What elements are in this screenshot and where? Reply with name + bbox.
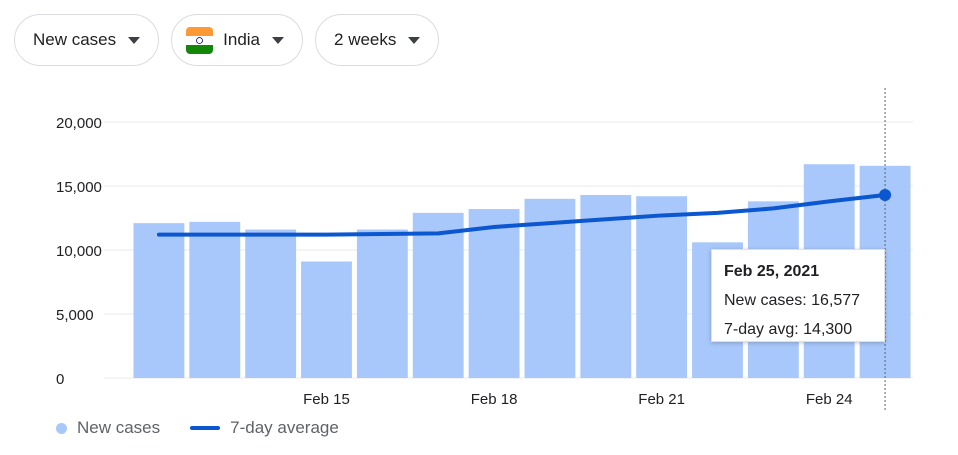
bar <box>412 212 464 378</box>
chart-legend: New cases 7-day average <box>56 418 339 438</box>
legend-bar-label: New cases <box>77 418 161 437</box>
tooltip-avg-value: 14,300 <box>803 321 853 338</box>
bar <box>301 261 352 378</box>
range-label: 2 weeks <box>334 30 397 49</box>
caret-down-icon <box>128 36 141 44</box>
filter-bar: New cases India 2 weeks <box>14 14 440 66</box>
country-label: India <box>223 30 261 49</box>
avg-highlight-point <box>879 188 892 201</box>
y-tick-label: 0 <box>56 371 64 388</box>
y-tick-label: 15,000 <box>56 179 102 196</box>
bar <box>356 229 408 378</box>
bar <box>468 209 520 378</box>
caret-down-icon <box>272 36 285 44</box>
chart-tooltip: Feb 25, 2021 New cases: 16,577 7-day avg… <box>711 249 885 342</box>
x-tick-label: Feb 15 <box>303 391 350 408</box>
legend-line-label: 7-day average <box>230 418 339 437</box>
bar <box>580 194 632 378</box>
bar <box>245 229 297 378</box>
bar <box>189 221 241 378</box>
y-tick-label: 10,000 <box>56 243 102 260</box>
avg-line <box>156 192 888 237</box>
legend-bar-swatch <box>56 422 67 434</box>
x-tick-label: Feb 18 <box>471 391 518 408</box>
y-tick-label: 20,000 <box>56 115 102 132</box>
tooltip-avg-row: 7-day avg: 14,300 <box>724 321 853 338</box>
metric-label: New cases <box>33 30 117 49</box>
legend-line-swatch <box>190 426 221 430</box>
bar <box>636 196 688 378</box>
x-tick-label: Feb 24 <box>806 391 853 408</box>
bar <box>133 223 185 378</box>
y-tick-label: 5,000 <box>56 307 94 324</box>
tooltip-avg-label: 7-day avg <box>724 321 795 338</box>
x-tick-label: Feb 21 <box>638 391 685 408</box>
caret-down-icon <box>408 36 421 44</box>
bar <box>524 198 576 378</box>
range-dropdown[interactable]: 2 weeks <box>315 14 440 66</box>
country-dropdown[interactable]: India <box>171 14 304 66</box>
india-flag-icon <box>186 26 214 54</box>
metric-dropdown[interactable]: New cases <box>14 14 160 66</box>
tooltip-cases-row: New cases: 16,577 <box>724 292 861 309</box>
tooltip-date: Feb 25, 2021 <box>724 263 820 280</box>
tooltip-cases-label: New cases <box>724 292 803 309</box>
tooltip-cases-value: 16,577 <box>811 292 861 309</box>
